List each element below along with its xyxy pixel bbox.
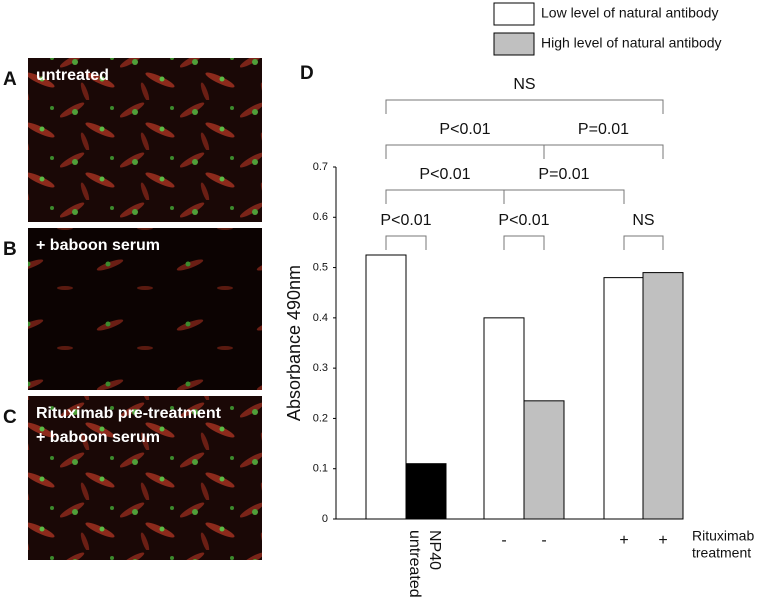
bar — [642, 272, 684, 520]
x-tick-label: - — [541, 532, 546, 549]
x-tick-label: + — [658, 532, 667, 549]
y-tick-label: 0.4 — [313, 312, 328, 324]
y-tick-label: 0 — [322, 513, 328, 525]
bar — [603, 277, 645, 520]
panel-caption: + baboon serum — [36, 429, 160, 446]
y-tick-label: 0.7 — [313, 161, 328, 173]
bar — [405, 463, 447, 520]
x-tick-label: untreated — [406, 530, 423, 598]
significance-label: P=0.01 — [578, 121, 629, 138]
legend-swatch — [493, 2, 535, 26]
x-note: treatment — [692, 545, 751, 561]
x-tick-label: - — [501, 532, 506, 549]
panel-letter: D — [300, 63, 314, 84]
panel-letter: C — [3, 407, 17, 428]
micrograph — [28, 58, 262, 222]
panel-letter: B — [3, 239, 17, 260]
bracket — [503, 189, 625, 204]
significance-label: P=0.01 — [538, 166, 589, 183]
bracket — [503, 235, 545, 250]
y-tick-label: 0.1 — [313, 463, 328, 475]
significance-label: P<0.01 — [498, 212, 549, 229]
y-tick-label: 0.5 — [313, 261, 328, 273]
y-axis-title: Absorbance 490nm — [284, 265, 304, 421]
significance-label: P<0.01 — [439, 121, 490, 138]
x-note: Rituximab — [692, 528, 754, 544]
legend-label: Low level of natural antibody — [541, 5, 718, 21]
y-tick-label: 0.2 — [313, 412, 328, 424]
x-tick-label: NP40 — [426, 530, 443, 570]
bracket — [623, 235, 664, 250]
legend-swatch — [493, 32, 535, 56]
significance-label: NS — [632, 212, 654, 229]
panel-caption: untreated — [36, 67, 109, 84]
bracket — [385, 189, 505, 204]
bracket — [385, 99, 664, 114]
bracket — [385, 144, 545, 159]
significance-label: P<0.01 — [419, 166, 470, 183]
significance-label: NS — [513, 76, 535, 93]
y-tick-label: 0.3 — [313, 362, 328, 374]
bar — [523, 400, 565, 520]
micrograph — [28, 228, 262, 390]
panel-letter: A — [3, 69, 17, 90]
legend-label: High level of natural antibody — [541, 35, 722, 51]
x-tick-label: + — [619, 532, 628, 549]
bracket — [385, 235, 427, 250]
y-tick-label: 0.6 — [313, 211, 328, 223]
panel-caption: Rituximab pre-treatment — [36, 405, 222, 422]
bar — [365, 254, 407, 520]
panel-caption: + baboon serum — [36, 237, 160, 254]
bracket — [543, 144, 664, 159]
micrograph — [28, 396, 262, 560]
bar — [483, 317, 525, 520]
significance-label: P<0.01 — [380, 212, 431, 229]
